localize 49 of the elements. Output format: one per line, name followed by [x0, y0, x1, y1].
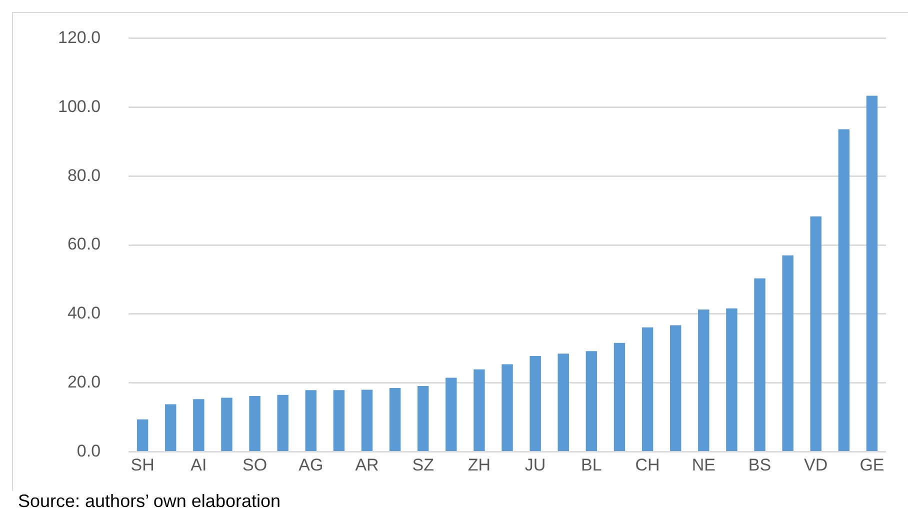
source-note: Source: authors’ own elaboration [18, 490, 280, 512]
bar [193, 399, 204, 452]
bar [389, 388, 401, 452]
bar [502, 364, 513, 452]
bar [782, 255, 794, 452]
bar [642, 327, 654, 452]
bar [586, 351, 598, 452]
x-tick-label: SO [242, 456, 268, 475]
x-tick-label: BS [748, 456, 772, 475]
bar [474, 369, 485, 452]
x-tick-label: GE [860, 456, 884, 475]
bar [249, 396, 260, 452]
bar [838, 129, 850, 452]
bar [754, 278, 766, 452]
x-tick-label: ZH [468, 456, 491, 475]
bar [698, 309, 710, 452]
x-tick-label: AG [298, 456, 324, 475]
bar [305, 390, 317, 452]
y-tick-label: 0.0 [76, 441, 101, 460]
bar [333, 390, 345, 452]
bar [446, 378, 457, 452]
y-tick-label: 120.0 [58, 28, 101, 47]
x-tick-label: VD [804, 456, 828, 475]
bar [530, 356, 541, 452]
x-tick-label: BL [581, 456, 602, 475]
y-tick-label: 20.0 [67, 372, 101, 392]
bar [810, 216, 822, 452]
x-tick-label: AI [190, 456, 207, 475]
bar [726, 308, 738, 452]
bar [165, 404, 176, 452]
y-tick-label: 60.0 [67, 234, 101, 254]
bar [136, 419, 148, 452]
bar [670, 325, 682, 452]
bar [558, 354, 569, 452]
x-tick-label: AR [355, 456, 379, 475]
bar [277, 394, 288, 452]
bar [866, 96, 878, 452]
y-tick-label: 100.0 [58, 96, 101, 116]
bar [418, 386, 429, 452]
y-tick-label: 40.0 [67, 304, 101, 323]
bar [361, 390, 373, 452]
x-tick-label: CH [635, 456, 660, 475]
x-tick-label: SZ [412, 456, 434, 475]
y-tick-label: 80.0 [67, 166, 101, 185]
bar [221, 398, 232, 452]
x-tick-label: NE [692, 456, 716, 475]
x-tick-label: SH [130, 456, 154, 475]
x-tick-label: JU [524, 456, 546, 475]
bar [614, 342, 626, 452]
